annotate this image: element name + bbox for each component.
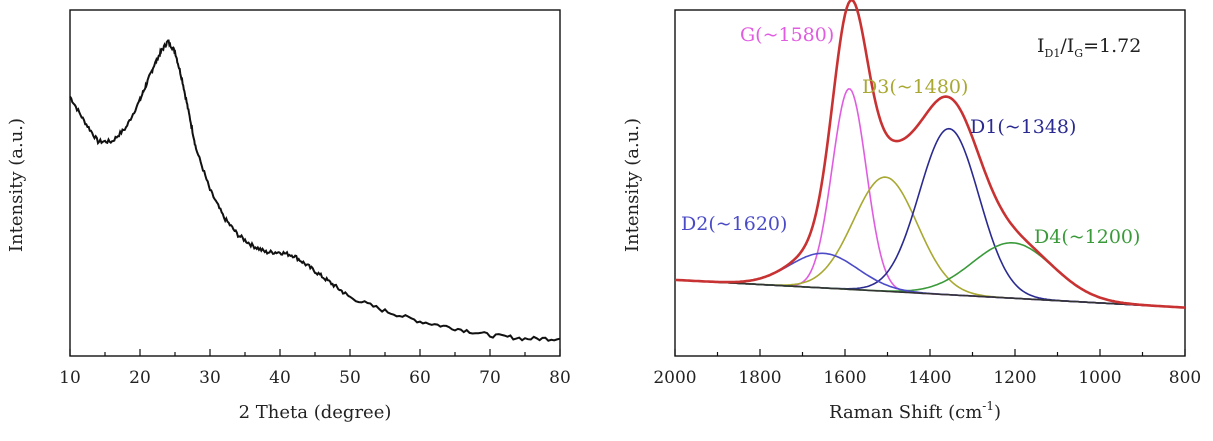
raman-x-tick-label: 800 [1169,368,1201,388]
xrd-x-tick-label: 50 [339,368,361,388]
xrd-curve [69,39,561,342]
xrd-x-tick-label: 10 [59,368,81,388]
label-d2-peak: D2(~1620) [681,213,787,235]
label-g-peak: G(~1580) [740,24,834,46]
raman-x-tick-label: 2000 [653,368,696,388]
intensity-ratio: ID1/IG=1.72 [1037,35,1141,60]
raman-x-tick-label: 1800 [738,368,781,388]
xrd-x-tick-label: 60 [409,368,431,388]
raman-x-tick-label: 1000 [1078,368,1121,388]
raman-baseline [674,279,1186,309]
label-d3-peak: D3(~1480) [862,76,968,98]
xrd-x-tick-label: 40 [269,368,291,388]
label-d1-peak: D1(~1348) [970,116,1076,138]
xrd-x-ticks: 10 20 30 40 50 60 70 80 [59,349,571,388]
raman-curves [674,0,1186,309]
raman-x-ticks: 2000 1800 1600 1400 1200 1000 800 [653,349,1201,388]
xrd-panel: 10 20 30 40 50 60 70 80 2 Theta (degree) Intens… [6,9,571,423]
raman-g-peak [674,88,1186,309]
xrd-x-axis-label: 2 Theta (degree) [239,402,392,423]
xrd-x-tick-label: 30 [199,368,221,388]
raman-panel: 2000 1800 1600 1400 1200 1000 800 Raman Shift … [622,0,1201,423]
raman-x-tick-label: 1400 [908,368,951,388]
xrd-x-tick-label: 80 [549,368,571,388]
raman-x-tick-label: 1200 [993,368,1036,388]
xrd-x-tick-label: 70 [479,368,501,388]
raman-y-axis-label: Intensity (a.u.) [622,118,643,252]
raman-x-tick-label: 1600 [823,368,866,388]
raman-cumulative-fit [674,0,1186,309]
xrd-plot-frame [69,9,561,357]
raman-x-axis-label: Raman Shift (cm-1) [829,399,1001,423]
label-d4-peak: D4(~1200) [1034,226,1140,248]
xrd-x-tick-label: 20 [129,368,151,388]
xrd-y-axis-label: Intensity (a.u.) [6,118,27,252]
